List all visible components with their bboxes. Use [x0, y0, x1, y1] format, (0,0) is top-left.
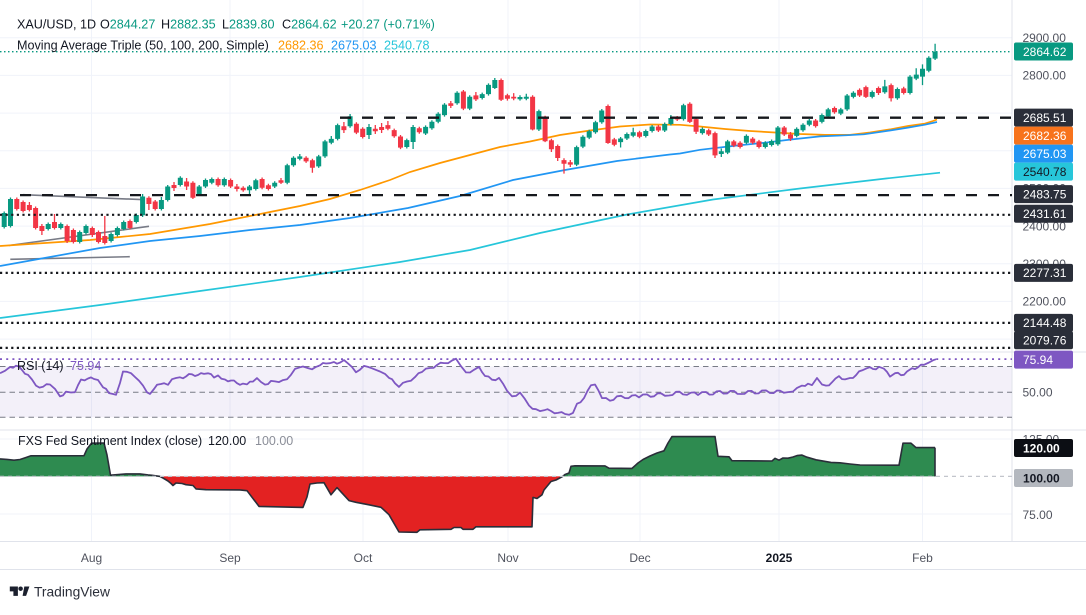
svg-text:Nov: Nov: [497, 551, 518, 565]
svg-text:50.00: 50.00: [1023, 385, 1053, 399]
svg-text:100.00: 100.00: [1023, 471, 1060, 485]
svg-text:Oct: Oct: [354, 551, 373, 565]
svg-text:FXS Fed Sentiment Index (close: FXS Fed Sentiment Index (close) 120.00 1…: [18, 434, 293, 448]
svg-text:2675.03: 2675.03: [1023, 147, 1067, 161]
svg-text:2864.62: 2864.62: [1023, 45, 1067, 59]
svg-text:RSI (14) 75.94: RSI (14) 75.94: [17, 359, 101, 373]
svg-text:2277.31: 2277.31: [1023, 266, 1067, 280]
svg-text:2900.00: 2900.00: [1023, 31, 1067, 45]
svg-text:Feb: Feb: [912, 551, 933, 565]
svg-text:2431.61: 2431.61: [1023, 207, 1067, 221]
svg-text:2540.78: 2540.78: [1023, 165, 1067, 179]
svg-text:2483.75: 2483.75: [1023, 187, 1067, 201]
svg-text:2682.36: 2682.36: [1023, 129, 1067, 143]
svg-text:2685.51: 2685.51: [1023, 111, 1067, 125]
svg-text:2200.00: 2200.00: [1023, 295, 1067, 309]
svg-text:75.94: 75.94: [1023, 353, 1053, 367]
svg-text:2800.00: 2800.00: [1023, 69, 1067, 83]
svg-text:2025: 2025: [766, 551, 793, 565]
svg-text:Moving Average Triple (50, 100: Moving Average Triple (50, 100, 200, Sim…: [17, 39, 430, 53]
svg-text:2144.48: 2144.48: [1023, 316, 1067, 330]
svg-text:Dec: Dec: [629, 551, 650, 565]
svg-text:75.00: 75.00: [1023, 508, 1053, 522]
svg-text:2079.76: 2079.76: [1023, 334, 1067, 348]
svg-text:Sep: Sep: [219, 551, 241, 565]
svg-text:TradingView: TradingView: [34, 584, 110, 599]
svg-text:120.00: 120.00: [1023, 441, 1060, 455]
svg-text:Aug: Aug: [81, 551, 102, 565]
